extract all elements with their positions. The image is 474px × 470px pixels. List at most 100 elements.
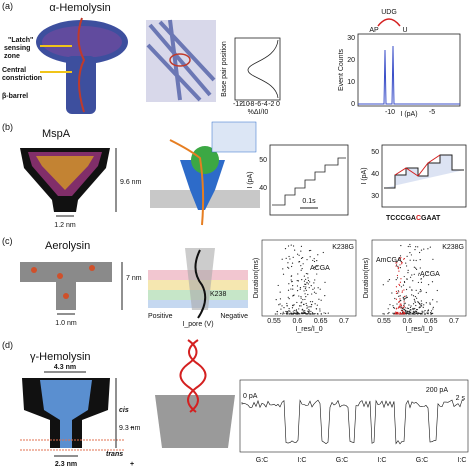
scatter-dot [392,312,394,314]
scatter-dot [285,312,287,314]
scatter-dot [303,312,305,314]
scatter-dot [302,299,304,301]
scatter-dot [420,290,422,292]
trace-highlight [394,154,441,177]
residue [89,265,95,271]
scatter-dot [307,277,309,279]
dimension: 9.6 nm [120,179,142,186]
scatter-dot [317,254,319,256]
scatter-dot [325,312,327,314]
scatter-dot [414,301,416,303]
scatter-dot [304,298,306,301]
scatter-dot [406,310,408,312]
scatter-dot [280,308,282,310]
scatter-dot [398,301,401,303]
scatter-dot [398,306,400,308]
scatter-dot [403,311,405,313]
panel-title: Aerolysin [45,240,90,252]
residue [31,267,37,273]
trace-box [239,379,469,453]
scatter-dot [276,313,278,315]
scatter-dot [305,286,307,288]
scatter-dot [310,310,312,312]
annotation: "Latch" [8,37,33,44]
scatter-dot [300,265,302,267]
scatter-dot [394,297,396,300]
annotation: constriction [2,75,42,82]
scatter-dot [414,307,416,310]
scatter-dot [288,255,290,258]
scatter-dot [432,308,434,310]
base-label: I:C [458,457,467,464]
scatter-dot [313,258,315,260]
scatter-dot [400,304,403,307]
scatter-dot [297,280,300,282]
scatter-dot [427,271,429,274]
scatter-dot [281,305,283,307]
scatter-dot [411,313,413,315]
scatter-dot [405,295,407,297]
scatter-dot [421,313,423,315]
scatter-dot [415,310,418,313]
scatter-dot [412,310,414,312]
scatter-dot [405,297,407,299]
scatter-dot [409,276,412,278]
scatter-dot [409,309,412,311]
scatter-dot [284,248,287,250]
profile-curve [247,39,279,99]
axis-label: I_res/I_0 [295,326,322,333]
scatter-dot [413,313,415,315]
panel-c: (c) Aerolysin 7 nm 1.0 nm K238 Positive … [2,236,467,333]
scatter-dot [401,291,403,293]
scale-label: 2 s [456,395,466,402]
scatter-dot [417,301,419,303]
scatter-dot [403,308,405,310]
scatter-dot [313,291,316,293]
scatter-dot [397,311,399,314]
scatter-dot [429,303,431,305]
panel-label: (d) [2,340,13,350]
scatter-dot [323,312,325,314]
scatter-dot [403,299,405,301]
scatter-dot [406,311,408,314]
scatter-dot [314,303,316,305]
y-tick-label: 40 [371,171,379,178]
x-tick-label: 0 [276,101,280,108]
scatter-dot [400,306,402,308]
scatter-dot [404,307,406,309]
scatter-dot [424,313,427,315]
scatter-dot [422,306,424,308]
scatter-dot [407,245,409,248]
scatter-dot [310,249,312,252]
scatter-dot [287,262,289,264]
scatter-dot [304,283,306,285]
scatter-dot [290,244,292,246]
scatter-dot [423,311,425,313]
scatter-dot [287,312,289,314]
scatter-dot [302,310,304,312]
scatter-dot [306,304,308,307]
scatter-dot [418,303,421,305]
scatter-dot [291,280,293,283]
scatter-dot [313,266,316,268]
y-tick-label: 10 [347,79,355,86]
scatter-dot [300,245,303,247]
scatter-dot [418,312,420,314]
scatter-dot [303,290,305,292]
scatter-dot [289,313,291,315]
scatter-dot [414,248,416,251]
scatter-dot [415,246,417,248]
scatter-dot [316,304,318,306]
scatter-dot [411,289,413,291]
scatter-dot [297,313,299,315]
trace [241,399,465,445]
sequence-part: GAAT [421,215,441,222]
scatter-dot [405,312,408,314]
scatter-dot [400,278,402,280]
scatter-dot [395,261,398,263]
scatter-dot [410,305,412,307]
scatter-dot [308,312,310,314]
dna-strand [194,249,207,319]
scatter-dot [310,313,312,315]
